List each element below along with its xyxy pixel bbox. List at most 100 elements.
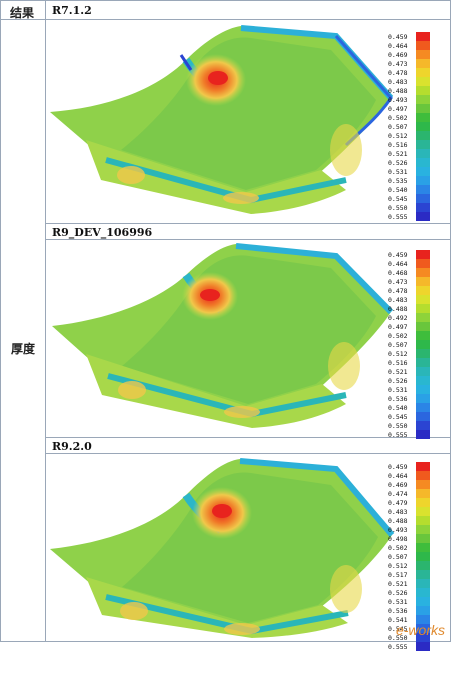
legend-swatch: [416, 525, 430, 534]
legend-swatch: [416, 212, 430, 221]
legend-swatch: [416, 349, 430, 358]
legend-value: 0.531: [388, 168, 408, 176]
legend-value: 0.545: [388, 413, 408, 421]
legend-entry: 0.545: [388, 624, 443, 634]
side-label: 厚度: [11, 342, 36, 356]
legend-entry: 0.483: [388, 77, 443, 87]
legend-swatch: [416, 295, 430, 304]
legend-swatch: [416, 534, 430, 543]
legend-swatch: [416, 167, 430, 176]
legend-value: 0.474: [388, 490, 408, 498]
legend-swatch: [416, 385, 430, 394]
legend-swatch: [416, 633, 430, 642]
legend-value: 0.479: [388, 499, 408, 507]
legend-value: 0.502: [388, 332, 408, 340]
legend-entry: 0.469: [388, 50, 443, 60]
legend-value: 0.526: [388, 377, 408, 385]
legend-entry: 0.497: [388, 104, 443, 114]
legend-entry: 0.507: [388, 552, 443, 562]
header-label-cell: 结果: [0, 0, 46, 20]
version-label-1: R7.1.2: [52, 4, 92, 17]
legend-swatch: [416, 259, 430, 268]
legend-value: 0.521: [388, 150, 408, 158]
legend-entry: 0.526: [388, 588, 443, 598]
legend-value: 0.531: [388, 386, 408, 394]
legend-entry: 0.516: [388, 140, 443, 150]
legend-swatch: [416, 412, 430, 421]
legend-swatch: [416, 68, 430, 77]
thickness-contour-plot-1: [50, 25, 394, 214]
legend-value: 0.545: [388, 195, 408, 203]
legend-swatch: [416, 185, 430, 194]
legend-entry: 0.512: [388, 131, 443, 141]
legend-value: 0.535: [388, 177, 408, 185]
legend-value: 0.516: [388, 359, 408, 367]
legend-entry: 0.555: [388, 212, 443, 222]
legend-entry: 0.550: [388, 421, 443, 431]
legend-entry: 0.478: [388, 286, 443, 296]
header-label: 结果: [10, 6, 35, 20]
legend-value: 0.478: [388, 69, 408, 77]
legend-value: 0.464: [388, 260, 408, 268]
legend-value: 0.464: [388, 472, 408, 480]
thickness-contour-plot-3: [50, 458, 395, 638]
legend-value: 0.536: [388, 395, 408, 403]
legend-value: 0.478: [388, 287, 408, 295]
legend-entry: 0.531: [388, 597, 443, 607]
legend-value: 0.531: [388, 598, 408, 606]
legend-entry: 0.526: [388, 158, 443, 168]
legend-entry: 0.526: [388, 376, 443, 386]
panel2-header-cell: R9_DEV_106996: [45, 223, 451, 240]
legend-entry: 0.474: [388, 489, 443, 499]
panel1-header-cell: R7.1.2: [45, 0, 451, 20]
side-label-cell: 厚度: [0, 19, 46, 642]
legend-value: 0.469: [388, 51, 408, 59]
legend-value: 0.521: [388, 580, 408, 588]
legend-entry: 0.459: [388, 462, 443, 472]
legend-swatch: [416, 331, 430, 340]
legend-swatch: [416, 606, 430, 615]
legend-value: 0.550: [388, 204, 408, 212]
legend-entry: 0.521: [388, 579, 443, 589]
legend-value: 0.473: [388, 60, 408, 68]
legend-value: 0.502: [388, 114, 408, 122]
legend-entry: 0.545: [388, 412, 443, 422]
legend-entry: 0.521: [388, 367, 443, 377]
legend-value: 0.483: [388, 78, 408, 86]
thickness-contour-plot-2: [52, 243, 394, 428]
legend-entry: 0.478: [388, 68, 443, 78]
legend-value: 0.507: [388, 341, 408, 349]
legend-entry: 0.512: [388, 561, 443, 571]
legend-value: 0.541: [388, 616, 408, 624]
version-label-3: R9.2.0: [52, 440, 92, 453]
legend-swatch: [416, 140, 430, 149]
legend-entry: 0.512: [388, 349, 443, 359]
legend-swatch: [416, 543, 430, 552]
legend-swatch: [416, 624, 430, 633]
legend-swatch: [416, 122, 430, 131]
version-label-2: R9_DEV_106996: [52, 226, 153, 239]
legend-value: 0.488: [388, 305, 408, 313]
legend-swatch: [416, 498, 430, 507]
legend-value: 0.493: [388, 96, 408, 104]
legend-swatch: [416, 430, 430, 439]
legend-entry: 0.531: [388, 167, 443, 177]
color-legend-2: 0.459 0.464 0.468 0.473 0.478 0.483 0.488 0.492…: [388, 250, 443, 465]
legend-entry: 0.488: [388, 86, 443, 96]
legend-swatch: [416, 489, 430, 498]
legend-swatch: [416, 403, 430, 412]
legend-entry: 0.469: [388, 480, 443, 490]
legend-swatch: [416, 203, 430, 212]
legend-value: 0.555: [388, 213, 408, 221]
legend-swatch: [416, 194, 430, 203]
legend-entry: 0.479: [388, 498, 443, 508]
legend-entry: 0.483: [388, 507, 443, 517]
legend-entry: 0.536: [388, 606, 443, 616]
legend-swatch: [416, 358, 430, 367]
legend-swatch: [416, 516, 430, 525]
legend-swatch: [416, 158, 430, 167]
legend-entry: 0.517: [388, 570, 443, 580]
legend-value: 0.512: [388, 562, 408, 570]
legend-entry: 0.516: [388, 358, 443, 368]
legend-value: 0.459: [388, 251, 408, 259]
